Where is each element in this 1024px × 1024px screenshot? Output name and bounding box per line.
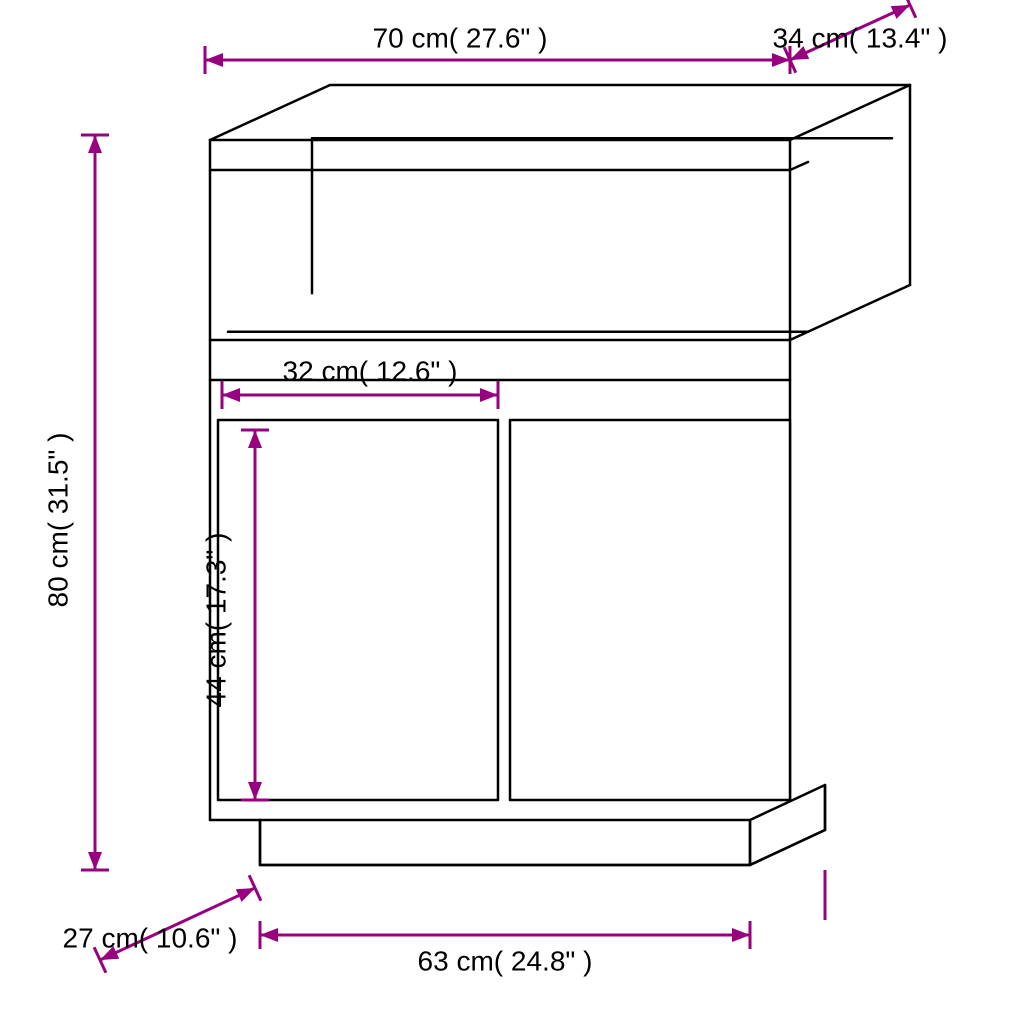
dim-height_left: 80 cm( 31.5" ) — [42, 135, 109, 870]
dim-label-height_left: 80 cm( 31.5" ) — [42, 433, 73, 608]
dimension-diagram: 70 cm( 27.6" ) 34 cm( 13.4" ) 80 cm( 31.5"… — [0, 0, 1024, 1024]
dim-label-width_top: 70 cm( 27.6" ) — [373, 22, 548, 53]
dim-label-door_height: 44 cm( 17.3" ) — [200, 533, 231, 708]
dim-plinth_depth: 27 cm( 10.6" ) — [63, 875, 261, 972]
dim-width_top: 70 cm( 27.6" ) — [205, 22, 790, 74]
dim-plinth_width: 63 cm( 24.8" ) — [260, 921, 750, 976]
dim-door_width: 32 cm( 12.6" ) — [222, 355, 498, 409]
dim-label-plinth_depth: 27 cm( 10.6" ) — [63, 922, 238, 953]
dim-label-depth_top: 34 cm( 13.4" ) — [773, 22, 948, 53]
dim-label-plinth_width: 63 cm( 24.8" ) — [418, 945, 593, 976]
dim-depth_top: 34 cm( 13.4" ) — [773, 0, 948, 73]
cabinet-outline — [210, 85, 910, 865]
dim-label-door_width: 32 cm( 12.6" ) — [283, 355, 458, 386]
